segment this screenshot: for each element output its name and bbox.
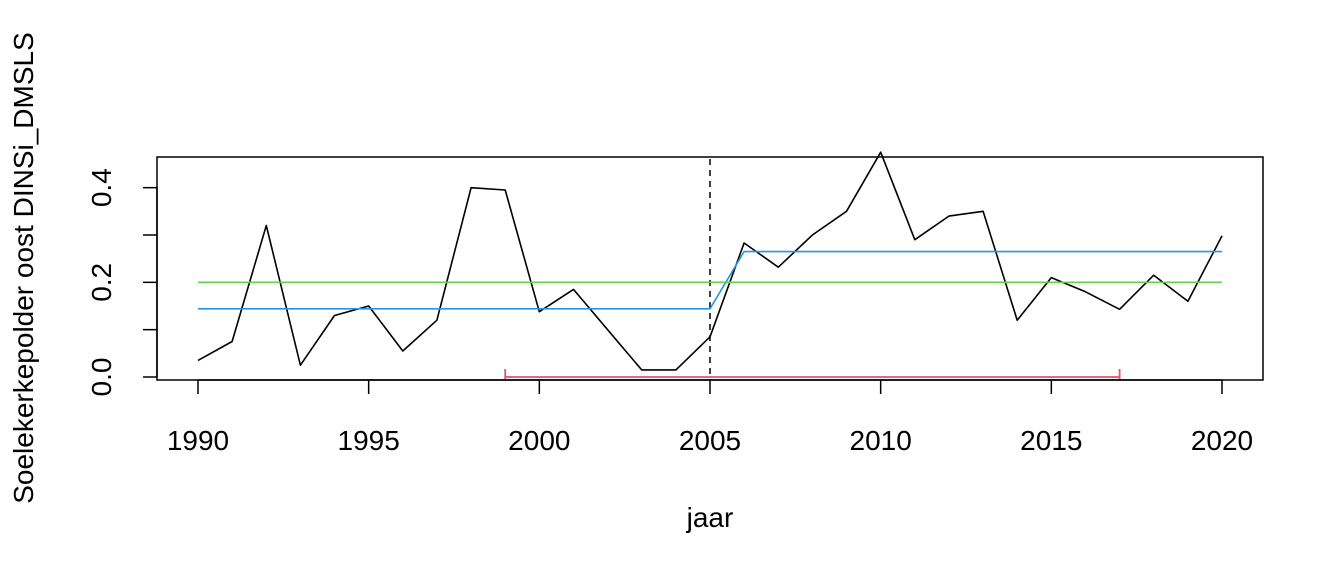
y-axis: 0.0 0.2 0.4 [86,168,158,397]
x-axis: 1990 1995 2000 2005 2010 2015 2020 [167,379,1253,456]
x-tick-label: 2005 [679,425,741,456]
observed-series-line [197,151,1223,371]
y-tick-label: 0.4 [86,168,117,207]
x-tick-label: 2010 [850,425,912,456]
x-tick-label: 1990 [167,425,229,456]
y-tick-label: 0.2 [86,263,117,302]
annotations [504,159,1121,379]
x-tick-label: 2020 [1191,425,1253,456]
x-tick-label: 1995 [338,425,400,456]
step-fit-line [198,250,1222,310]
series-group [197,151,1223,371]
x-tick-label: 2015 [1020,425,1082,456]
x-axis-label: jaar [686,502,734,533]
x-tick-label: 2000 [508,425,570,456]
y-tick-label: 0.0 [86,358,117,397]
y-axis-label: Soelekerkepolder oost DINSi_DMSLS [8,32,39,504]
